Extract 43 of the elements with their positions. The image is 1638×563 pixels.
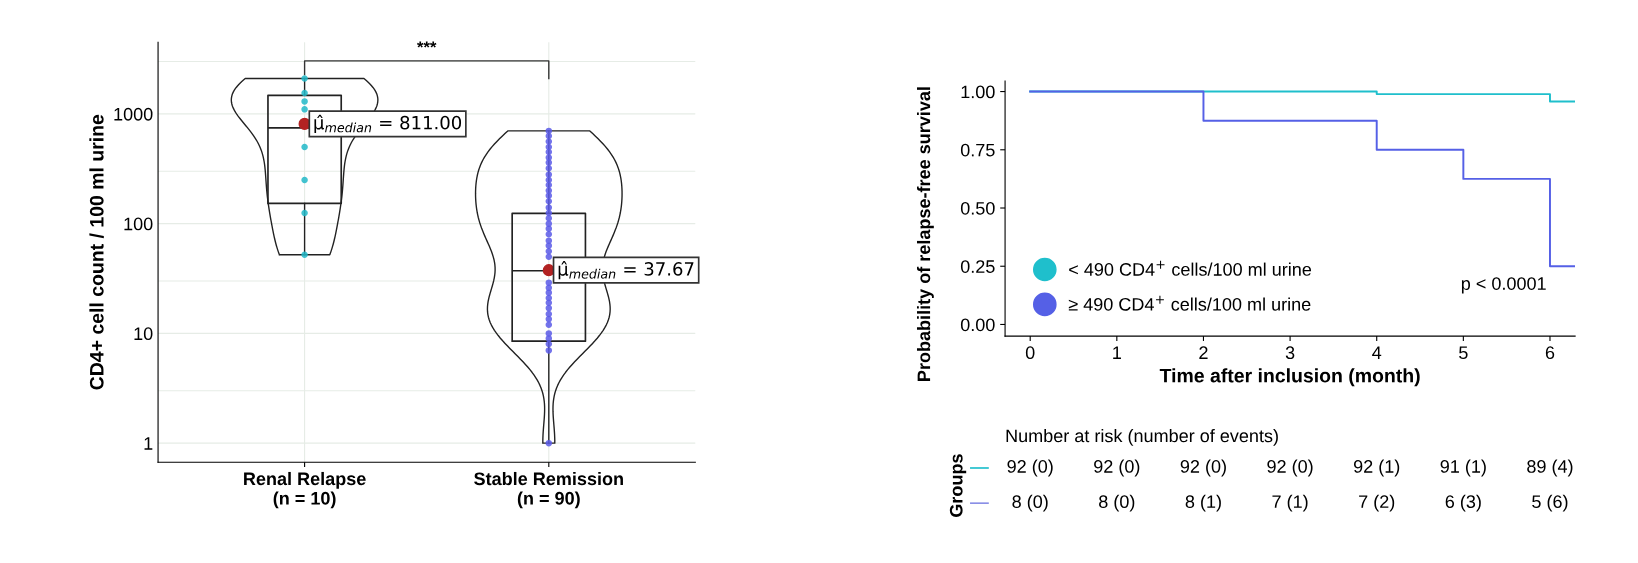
annotation: *** xyxy=(417,41,437,48)
data-label: 92 (0) xyxy=(1094,459,1140,477)
x-tick-label: 2 xyxy=(1199,346,1208,359)
text: Number at risk (number of events) xyxy=(1006,428,1278,446)
y-axis-title: CD4+ cell count / 100 ml urine xyxy=(89,114,104,390)
annotation: p < 0.0001 xyxy=(1461,277,1546,294)
text: Groups xyxy=(949,454,967,517)
x-axis-title: Time after inclusion (month) xyxy=(1159,368,1420,387)
x-tick-label: 1 xyxy=(1113,346,1121,359)
y-tick-label: 1 xyxy=(144,437,153,450)
x-tick-label: Renal Relapse (n = 10) xyxy=(244,471,366,509)
data-label: 92 (1) xyxy=(1353,459,1400,477)
annotation: μ̂$_{median}$ = 811.00 xyxy=(314,114,462,133)
data-label: 5 (6) xyxy=(1532,494,1568,512)
x-tick-label: 6 xyxy=(1545,346,1555,360)
data-label: 91 (1) xyxy=(1440,459,1486,477)
data-label: 92 (0) xyxy=(1180,459,1226,477)
data-label: 6 (3) xyxy=(1445,494,1481,512)
data-label: 89 (4) xyxy=(1527,459,1573,477)
x-tick-label: 3 xyxy=(1285,346,1295,360)
data-label: 7 (1) xyxy=(1272,494,1308,512)
x-tick-label: 5 xyxy=(1459,346,1468,360)
y-tick-label: 0.75 xyxy=(960,143,995,157)
y-axis-title: Probability of relapse-free survival xyxy=(916,87,934,381)
data-label: 8 (0) xyxy=(1012,494,1048,512)
data-label: 7 (2) xyxy=(1359,494,1395,512)
x-tick-label: Stable Remission (n = 90) xyxy=(474,471,623,509)
legend-label: < 490 CD4$^{+}$ cells/100 ml urine xyxy=(1069,260,1312,276)
y-tick-label: 0.00 xyxy=(960,318,995,332)
legend-label: ≥ 490 CD4$^{+}$ cells/100 ml urine xyxy=(1068,295,1311,311)
y-tick-label: 1000 xyxy=(114,107,153,121)
y-tick-label: 0.50 xyxy=(960,201,995,215)
data-label: 92 (0) xyxy=(1007,459,1053,477)
y-tick-label: 0.25 xyxy=(960,260,995,273)
annotation: μ̂$_{median}$ = 37.67 xyxy=(558,261,694,280)
data-label: 8 (0) xyxy=(1099,494,1135,512)
x-tick-label: 0 xyxy=(1025,346,1035,360)
data-label: 8 (1) xyxy=(1185,494,1221,512)
data-label: 92 (0) xyxy=(1267,459,1313,477)
x-tick-label: 4 xyxy=(1372,346,1382,359)
y-tick-label: 100 xyxy=(124,217,153,231)
y-tick-label: 10 xyxy=(134,327,153,341)
y-tick-label: 1.00 xyxy=(961,85,995,99)
